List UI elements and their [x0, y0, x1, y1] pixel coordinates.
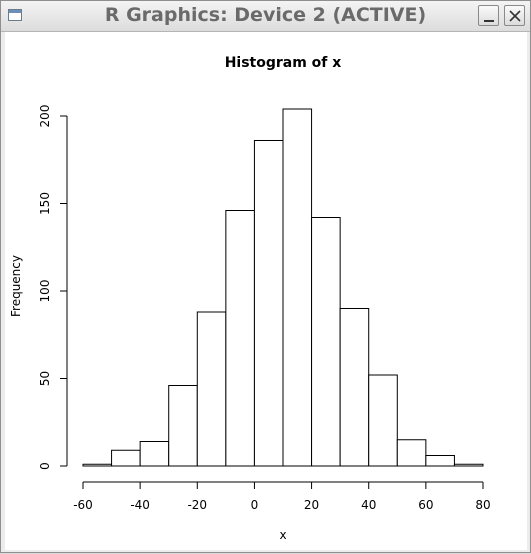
bars-group [82, 108, 484, 467]
close-button[interactable] [504, 5, 525, 26]
y-tick-label: 0 [38, 462, 52, 470]
x-tick-label: 20 [304, 498, 319, 512]
histogram-bar [253, 140, 284, 467]
chart-title: Histogram of x [225, 55, 342, 71]
histogram-bar [311, 217, 341, 467]
histogram-bar [111, 449, 141, 467]
x-tick-label: -20 [187, 498, 207, 512]
y-tick-label: 50 [38, 371, 52, 386]
x-axis-label: x [279, 528, 286, 542]
x-tick-label: -60 [73, 498, 93, 512]
window-title: R Graphics: Device 2 (ACTIVE) [104, 4, 427, 26]
window-icon[interactable] [8, 9, 22, 21]
histogram-bar [453, 463, 484, 467]
x-tick-label: 0 [251, 498, 259, 512]
plot-canvas: Histogram of x x Frequency -60 -40 -20 0 20 4… [5, 32, 527, 550]
y-axis-label: Frequency [9, 255, 23, 317]
histogram-bar [139, 441, 170, 467]
x-tick-label: 80 [475, 498, 490, 512]
histogram-bar [82, 463, 113, 467]
histogram-bar [225, 210, 255, 467]
y-tick-label: 100 [38, 280, 52, 303]
histogram-bar [168, 385, 198, 467]
close-icon [509, 10, 521, 22]
y-tick-label: 150 [38, 192, 52, 215]
minimize-button[interactable] [478, 5, 499, 26]
histogram-bar [282, 108, 313, 467]
histogram-bar [425, 455, 455, 467]
histogram-bar [339, 308, 370, 467]
minimize-icon [484, 20, 494, 22]
y-tick-label: 200 [38, 105, 52, 128]
histogram-bar [396, 439, 427, 467]
x-axis: -60 -40 -20 0 20 40 60 80 [73, 481, 491, 512]
histogram-bar [196, 311, 227, 467]
histogram-plot: Histogram of x x Frequency -60 -40 -20 0 20 4… [9, 55, 491, 542]
y-axis: 0 50 100 150 200 [38, 105, 68, 470]
x-tick-label: -40 [130, 498, 150, 512]
x-tick-label: 60 [418, 498, 433, 512]
title-bar[interactable]: R Graphics: Device 2 (ACTIVE) [1, 1, 530, 32]
x-tick-label: 40 [361, 498, 376, 512]
histogram-bar [368, 374, 398, 467]
